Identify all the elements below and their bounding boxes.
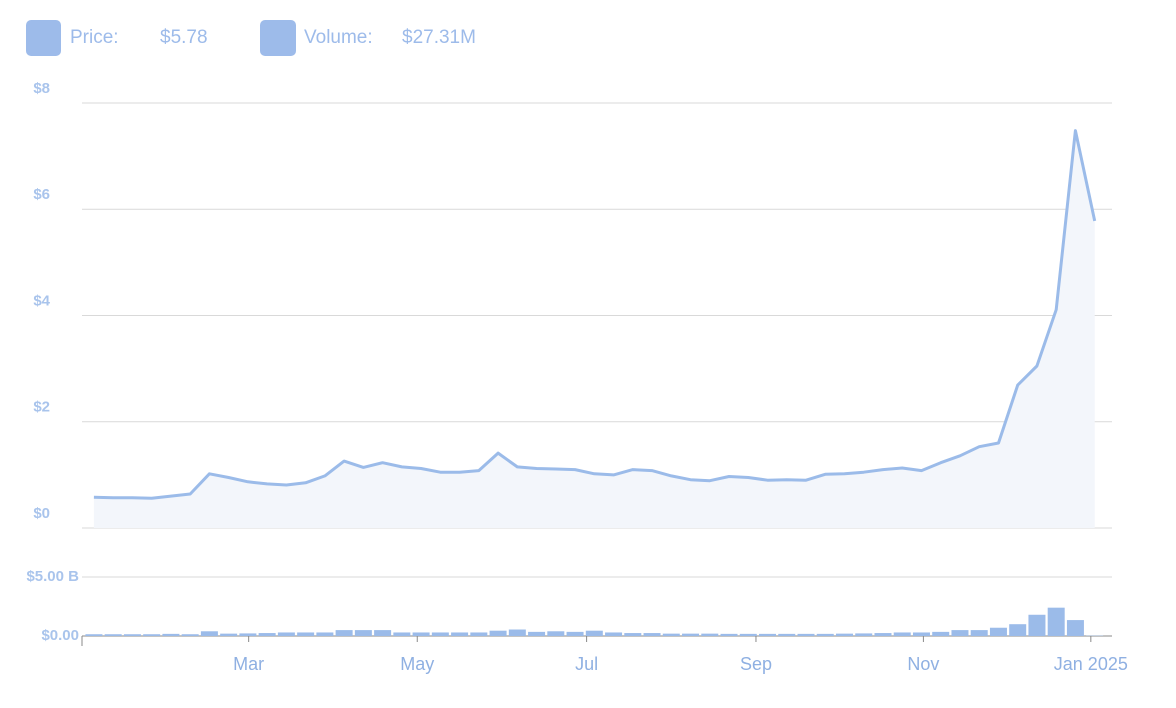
volume-bar (354, 630, 372, 636)
volume-bar (335, 630, 353, 636)
legend-value: $27.31M (402, 27, 476, 48)
volume-bar (951, 630, 969, 636)
volume-bar (682, 633, 700, 636)
x-tick-label: May (400, 654, 434, 674)
x-tick-label: Mar (233, 654, 264, 674)
volume-bar (431, 632, 449, 636)
volume-bar (739, 633, 757, 636)
volume-bar (605, 632, 623, 636)
legend-swatch (26, 20, 61, 56)
volume-bar (624, 633, 642, 636)
volume-bar (643, 633, 661, 636)
volume-bar (970, 630, 988, 636)
volume-bar (316, 632, 334, 636)
volume-bar (85, 634, 103, 636)
volume-bar (1028, 614, 1046, 636)
price-line (93, 129, 1097, 500)
x-tick-label: Sep (740, 654, 772, 674)
volume-bar (374, 630, 392, 636)
volume-bar (104, 634, 122, 636)
legend-swatch (260, 20, 296, 56)
volume-bar (451, 632, 469, 636)
volume-bar (508, 629, 526, 636)
legend-label: Volume: (304, 27, 373, 48)
legend-value: $5.78 (160, 27, 208, 48)
volume-bar (1066, 620, 1084, 636)
price-area (93, 130, 1095, 528)
x-tick-label: Jul (575, 654, 598, 674)
volume-bar (1009, 624, 1027, 636)
volume-bar (720, 633, 738, 636)
volume-bar (835, 633, 853, 636)
volume-bar (855, 633, 873, 636)
y-tick-label: $4 (33, 292, 50, 309)
volume-bar (989, 627, 1007, 636)
y-tick-label: $6 (33, 186, 50, 203)
x-tick-label: Nov (907, 654, 939, 674)
volume-bar (470, 632, 488, 636)
volume-bar (143, 634, 161, 636)
volume-bar (759, 633, 777, 636)
y-tick-label: $0 (33, 505, 50, 522)
volume-bar (412, 632, 430, 636)
volume-bar (547, 631, 565, 636)
y2-tick-label: $5.00 B (26, 568, 79, 585)
volume-bar (528, 631, 546, 636)
volume-bar (277, 632, 295, 636)
volume-bar (239, 633, 257, 636)
volume-bar (297, 632, 315, 636)
volume-bar (220, 633, 238, 636)
y-tick-label: $8 (33, 80, 50, 97)
y-tick-label: $2 (33, 399, 50, 416)
volume-bar (585, 630, 603, 636)
volume-bar (566, 631, 584, 636)
volume-bar (123, 634, 141, 636)
volume-bar (816, 633, 834, 636)
volume-bar (258, 633, 276, 636)
volume-bar (893, 632, 911, 636)
volume-bar (874, 633, 892, 636)
volume-bar (662, 633, 680, 636)
volume-bar (778, 633, 796, 636)
volume-bar (489, 630, 507, 636)
x-tick-label: Jan 2025 (1054, 654, 1128, 674)
legend-label: Price: (70, 27, 119, 48)
volume-bar (912, 632, 930, 636)
volume-bar (181, 634, 199, 636)
volume-bar (200, 631, 218, 636)
volume-bar (932, 631, 950, 636)
y2-tick-label: $0.00 (41, 627, 79, 644)
volume-bar (797, 633, 815, 636)
volume-bar (162, 633, 180, 636)
volume-bar (701, 633, 719, 636)
volume-bar (1047, 607, 1065, 636)
volume-bar (393, 632, 411, 636)
